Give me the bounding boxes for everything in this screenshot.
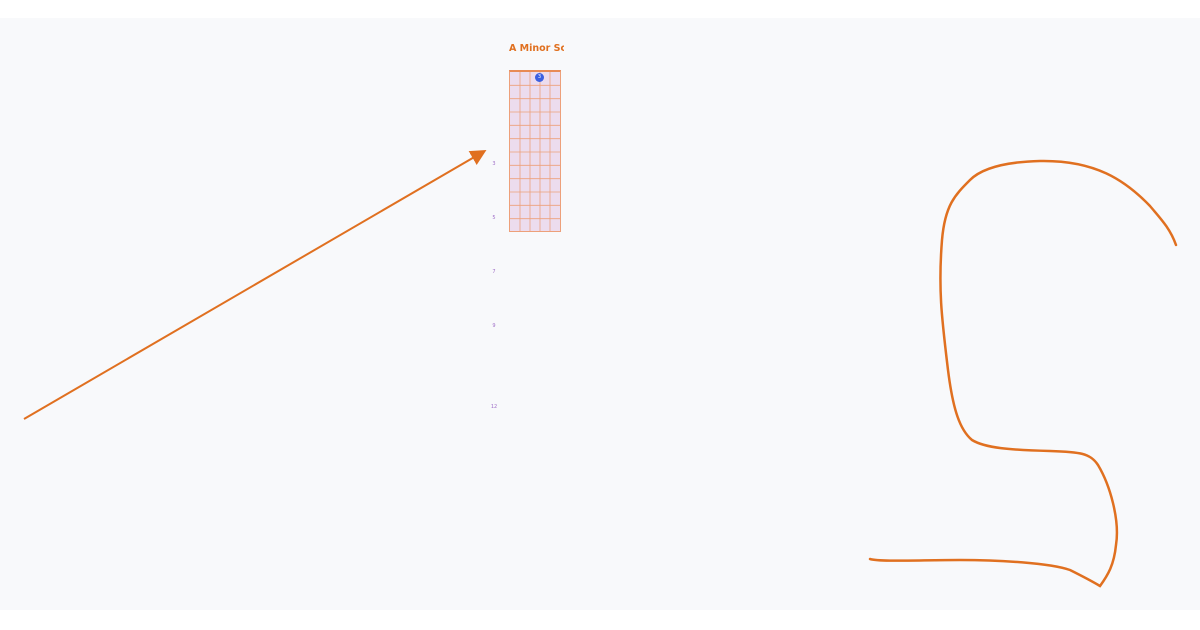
diagram-title: A Minor Sca — [509, 43, 564, 54]
arrow-annotation[interactable] — [23, 149, 487, 420]
whiteboard-canvas[interactable] — [0, 18, 1200, 610]
freehand-stroke[interactable] — [868, 159, 1178, 588]
finger-dot: 3 — [535, 73, 544, 82]
fretboard-grid — [510, 72, 560, 232]
fret-marker-5: 5 — [492, 215, 496, 221]
fret-marker-12: 12 — [490, 404, 498, 410]
fret-marker-3: 3 — [492, 161, 496, 167]
fretboard-diagram[interactable] — [509, 70, 561, 232]
fret-marker-7: 7 — [492, 269, 496, 275]
fret-marker-9: 9 — [492, 323, 496, 329]
